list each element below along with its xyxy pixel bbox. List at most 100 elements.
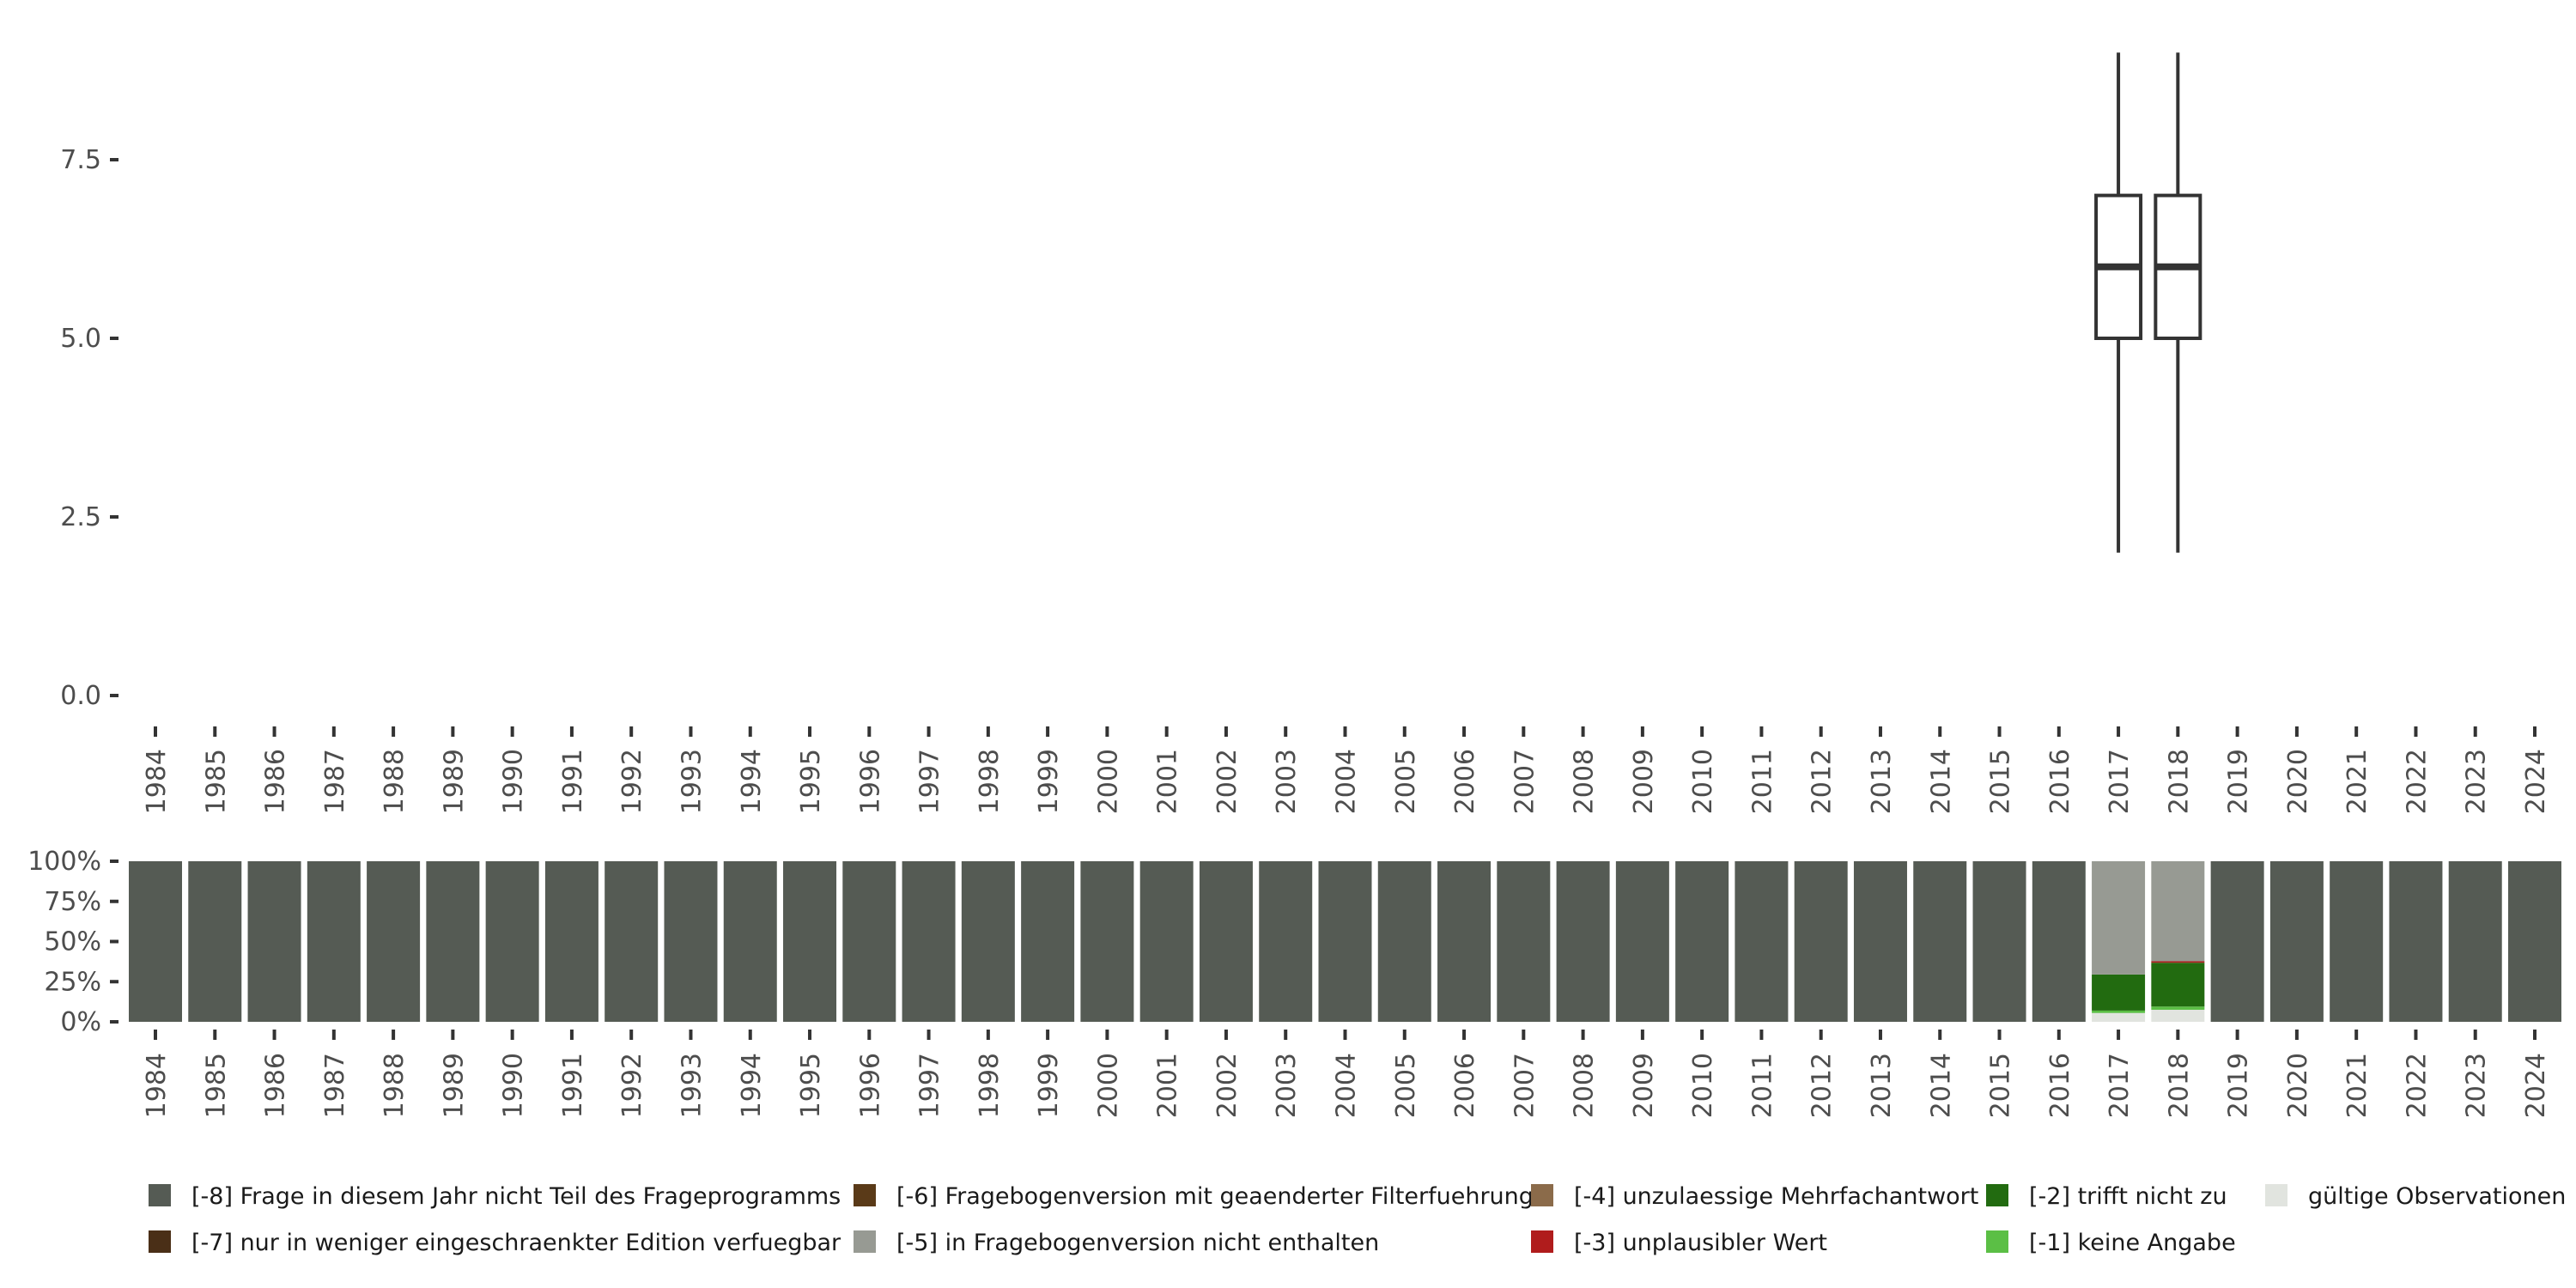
stacked-bar-panel: 0% 25% 50% 75% 100% 1984 1985 1986 1987 1988 1989 1…: [27, 847, 2561, 1118]
x-tick-label: 2005: [1391, 1053, 1421, 1118]
x-tick-label: 1990: [499, 1053, 529, 1118]
x-tick-label: 2009: [1629, 1053, 1659, 1118]
legend-item-m2: [-2] trifft nicht zu: [1986, 1183, 2227, 1210]
x-tick-label: 2016: [2045, 749, 2075, 814]
x-tick-label: 2021: [2342, 749, 2372, 814]
legend-label: [-3] unplausibler Wert: [1574, 1230, 1827, 1256]
x-tick-label: 2001: [1153, 749, 1183, 814]
bar-segment-2011-m8: [1735, 861, 1789, 1022]
bar-segment-2023-m8: [2448, 861, 2502, 1022]
bar-segment-1996-m8: [842, 861, 896, 1022]
bar-segment-2017-valid: [2092, 1012, 2146, 1022]
x-tick-label: 1985: [201, 749, 231, 814]
x-tick-label: 1988: [380, 749, 410, 814]
legend-item-m4: [-4] unzulaessige Mehrfachantwort: [1531, 1183, 1978, 1210]
legend-swatch: [149, 1230, 171, 1253]
legend-item-m7: [-7] nur in weniger eingeschraenkter Edi…: [149, 1230, 841, 1256]
y-tick-label: 2.5: [60, 502, 101, 532]
legend-label: [-7] nur in weniger eingeschraenkter Edi…: [191, 1230, 841, 1256]
x-tick-label: 2006: [1450, 749, 1480, 814]
bar-segment-1984-m8: [129, 861, 182, 1022]
bar-segment-2018-valid: [2151, 1009, 2205, 1022]
legend-label: [-5] in Fragebogenversion nicht enthalte…: [896, 1230, 1379, 1256]
x-tick-label: 1984: [142, 749, 172, 814]
y-tick-label: 75%: [44, 887, 101, 917]
x-tick-label: 2008: [1570, 749, 1600, 814]
bar-segment-2020-m8: [2269, 861, 2324, 1022]
bar-segment-2016-m8: [2032, 861, 2086, 1022]
x-tick-label: 2021: [2342, 1053, 2372, 1118]
x-tick-label: 2020: [2283, 749, 2313, 814]
x-tick-label: 2017: [2105, 1053, 2135, 1118]
legend-label: [-6] Fragebogenversion mit geaenderter F…: [896, 1183, 1534, 1210]
bar-segment-2000-m8: [1080, 861, 1134, 1022]
x-tick-label: 1995: [796, 749, 826, 814]
bar-segment-2017-m2: [2092, 974, 2146, 1011]
legend-swatch: [1531, 1230, 1553, 1253]
legend-item-m3: [-3] unplausibler Wert: [1531, 1230, 1827, 1256]
legend-swatch: [854, 1230, 876, 1253]
bar-segment-2009-m8: [1615, 861, 1669, 1022]
bar-segment-2018-m2: [2151, 963, 2205, 1007]
boxplot-2018: [2154, 52, 2202, 553]
bar-segment-2021-m8: [2330, 861, 2384, 1022]
bar-segment-2017-m1: [2092, 1010, 2146, 1013]
bar-segment-2007-m8: [1497, 861, 1551, 1022]
x-tick-label: 2000: [1093, 1053, 1123, 1118]
legend-label: [-1] keine Angabe: [2029, 1230, 2236, 1256]
x-tick-label: 2004: [1332, 749, 1362, 814]
x-tick-label: 2012: [1807, 1053, 1838, 1118]
x-tick-label: 2013: [1867, 749, 1897, 814]
x-tick-label: 2023: [2462, 749, 2492, 814]
bar-segment-1986-m8: [247, 861, 301, 1022]
x-tick-label: 1987: [320, 749, 350, 814]
x-tick-label: 2018: [2164, 749, 2194, 814]
bar-segment-1988-m8: [367, 861, 421, 1022]
bar-segment-1992-m8: [605, 861, 659, 1022]
legend-item-m6: [-6] Fragebogenversion mit geaenderter F…: [854, 1183, 1534, 1210]
bar-segment-2012-m8: [1794, 861, 1848, 1022]
x-tick-label: 2003: [1272, 1053, 1302, 1118]
x-tick-label: 2002: [1212, 1053, 1242, 1118]
x-tick-label: 1985: [201, 1053, 231, 1118]
bar-segment-2010-m8: [1675, 861, 1729, 1022]
bar-segment-2017-m5: [2092, 861, 2146, 975]
x-tick-label: 2000: [1093, 749, 1123, 814]
x-tick-label: 1988: [380, 1053, 410, 1118]
x-tick-label: 2006: [1450, 1053, 1480, 1118]
x-tick-label: 1996: [855, 1053, 885, 1118]
y-tick-label: 50%: [44, 927, 101, 957]
bar-segment-1987-m8: [307, 861, 361, 1022]
bar-segment-2018-m3: [2151, 961, 2205, 963]
x-tick-label: 2020: [2283, 1053, 2313, 1118]
x-tick-label: 1997: [915, 749, 945, 814]
y-tick-label: 0.0: [60, 681, 101, 711]
x-tick-label: 2011: [1747, 1053, 1777, 1118]
x-tick-label: 1989: [439, 749, 469, 814]
x-tick-label: 2008: [1570, 1053, 1600, 1118]
bar-segment-2005-m8: [1377, 861, 1431, 1022]
x-tick-label: 1991: [558, 749, 588, 814]
x-tick-label: 2012: [1807, 749, 1838, 814]
x-tick-label: 2013: [1867, 1053, 1897, 1118]
x-tick-label: 2010: [1688, 1053, 1718, 1118]
legend-swatch: [854, 1184, 876, 1206]
x-tick-label: 1986: [261, 749, 291, 814]
bar-segment-2003-m8: [1259, 861, 1313, 1022]
x-tick-label: 2016: [2045, 1053, 2075, 1118]
x-tick-label: 2017: [2105, 749, 2135, 814]
x-tick-label: 2014: [1926, 749, 1956, 814]
legend-item-m5: [-5] in Fragebogenversion nicht enthalte…: [854, 1230, 1379, 1256]
x-tick-label: 2001: [1153, 1053, 1183, 1118]
x-tick-label: 1990: [499, 749, 529, 814]
bar-segment-2018-m5: [2151, 861, 2205, 962]
legend-swatch: [2265, 1184, 2287, 1206]
x-tick-label: 1992: [617, 749, 647, 814]
x-tick-label: 1994: [737, 749, 767, 814]
legend-label: [-8] Frage in diesem Jahr nicht Teil des…: [191, 1183, 841, 1210]
legend-item-valid: gültige Observationen: [2265, 1183, 2566, 1210]
x-tick-label: 1999: [1034, 749, 1064, 814]
bar-segment-1998-m8: [961, 861, 1015, 1022]
x-tick-label: 1993: [677, 1053, 707, 1118]
